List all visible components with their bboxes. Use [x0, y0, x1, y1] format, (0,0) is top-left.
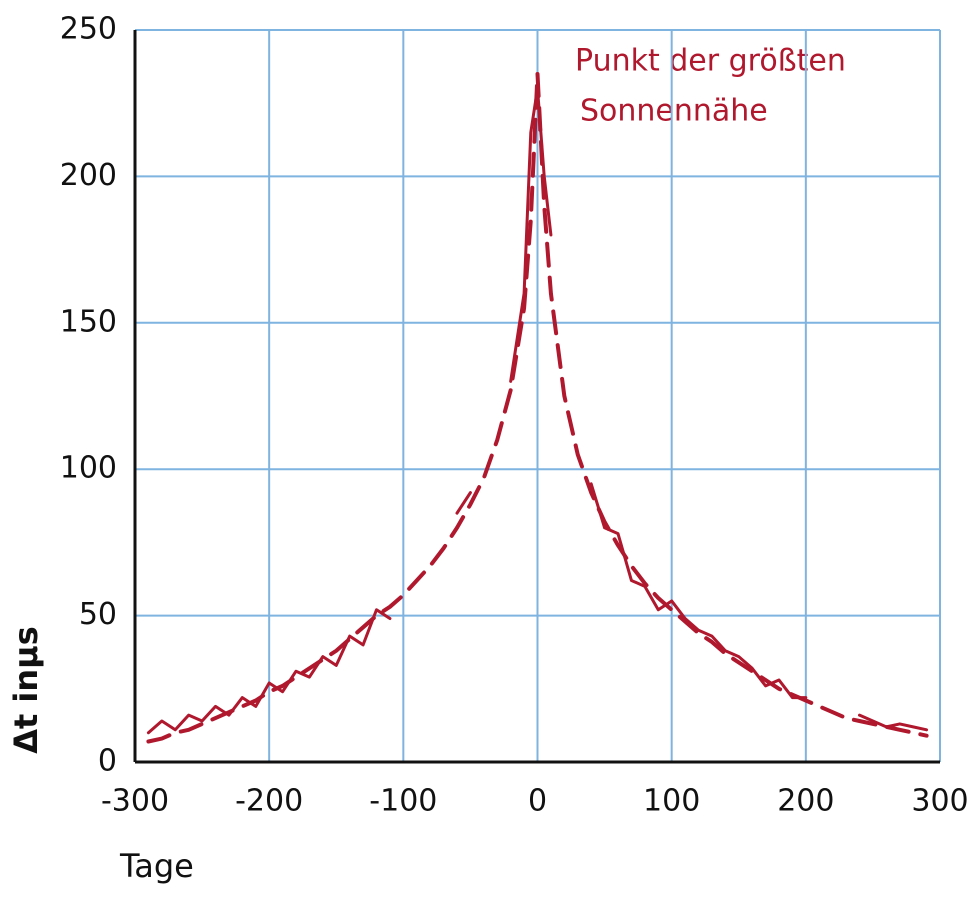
y-tick-label: 200	[60, 158, 117, 193]
annotation: Sonnennähe	[580, 94, 768, 129]
series-line	[146, 87, 929, 735]
x-tick-label: 300	[911, 784, 968, 819]
y-tick-label: 50	[79, 597, 117, 632]
y-axis-label: Δt inμs	[7, 626, 45, 754]
x-tick-label: -200	[235, 784, 303, 819]
x-tick-label: -100	[369, 784, 437, 819]
y-tick-label: 100	[60, 451, 117, 486]
x-tick-label: 0	[528, 784, 547, 819]
y-tick-label: 250	[60, 12, 117, 47]
x-axis-label: Tage	[119, 847, 194, 885]
x-tick-label: 200	[777, 784, 834, 819]
x-tick-label: -300	[101, 784, 169, 819]
series-line	[146, 71, 929, 744]
y-tick-label: 0	[98, 744, 117, 779]
x-tick-label: 100	[643, 784, 700, 819]
annotation: Punkt der größten	[575, 44, 846, 79]
y-tick-label: 150	[60, 304, 117, 339]
